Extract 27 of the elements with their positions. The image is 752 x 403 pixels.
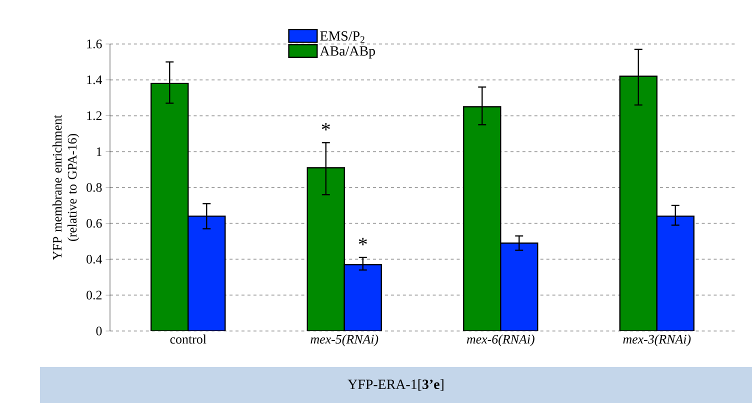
bar bbox=[344, 264, 382, 331]
annotation: * bbox=[358, 238, 367, 246]
y-tick-label: 1.4 bbox=[87, 76, 102, 84]
y-tick-label: 0.6 bbox=[86, 218, 102, 228]
bar bbox=[656, 216, 694, 331]
legend-label: ABa/ABp bbox=[320, 46, 375, 59]
y-axis-title: YFP membrane enrichment (relative to GPA-16) bbox=[52, 114, 80, 260]
bar bbox=[188, 216, 226, 331]
legend-label: EMS/P$_{2}$ bbox=[320, 31, 364, 43]
y-tick-label: 1.2 bbox=[87, 111, 102, 120]
y-tick-label: 0.2 bbox=[86, 290, 102, 300]
x-tick-label: mex-3(RNAi) bbox=[623, 334, 691, 346]
bar bbox=[500, 242, 538, 331]
y-tick-label: 0.8 bbox=[86, 183, 102, 192]
y-tick-label: 0 bbox=[96, 326, 102, 336]
x-tick-label: mex-6(RNAi) bbox=[466, 334, 534, 346]
y-tick-label: 0.4 bbox=[86, 254, 102, 264]
y-tick-label: 1 bbox=[96, 147, 102, 156]
x-tick-label: control bbox=[170, 334, 206, 344]
text: YFP-ERA-1[3’e] bbox=[348, 379, 444, 391]
annotation: * bbox=[322, 123, 330, 130]
x-tick-label: mex-5(RNAi) bbox=[310, 334, 378, 346]
bar bbox=[619, 76, 658, 331]
bar bbox=[150, 82, 189, 331]
bar bbox=[306, 167, 345, 331]
bar bbox=[463, 106, 502, 331]
y-tick-label: 1.6 bbox=[87, 40, 102, 48]
